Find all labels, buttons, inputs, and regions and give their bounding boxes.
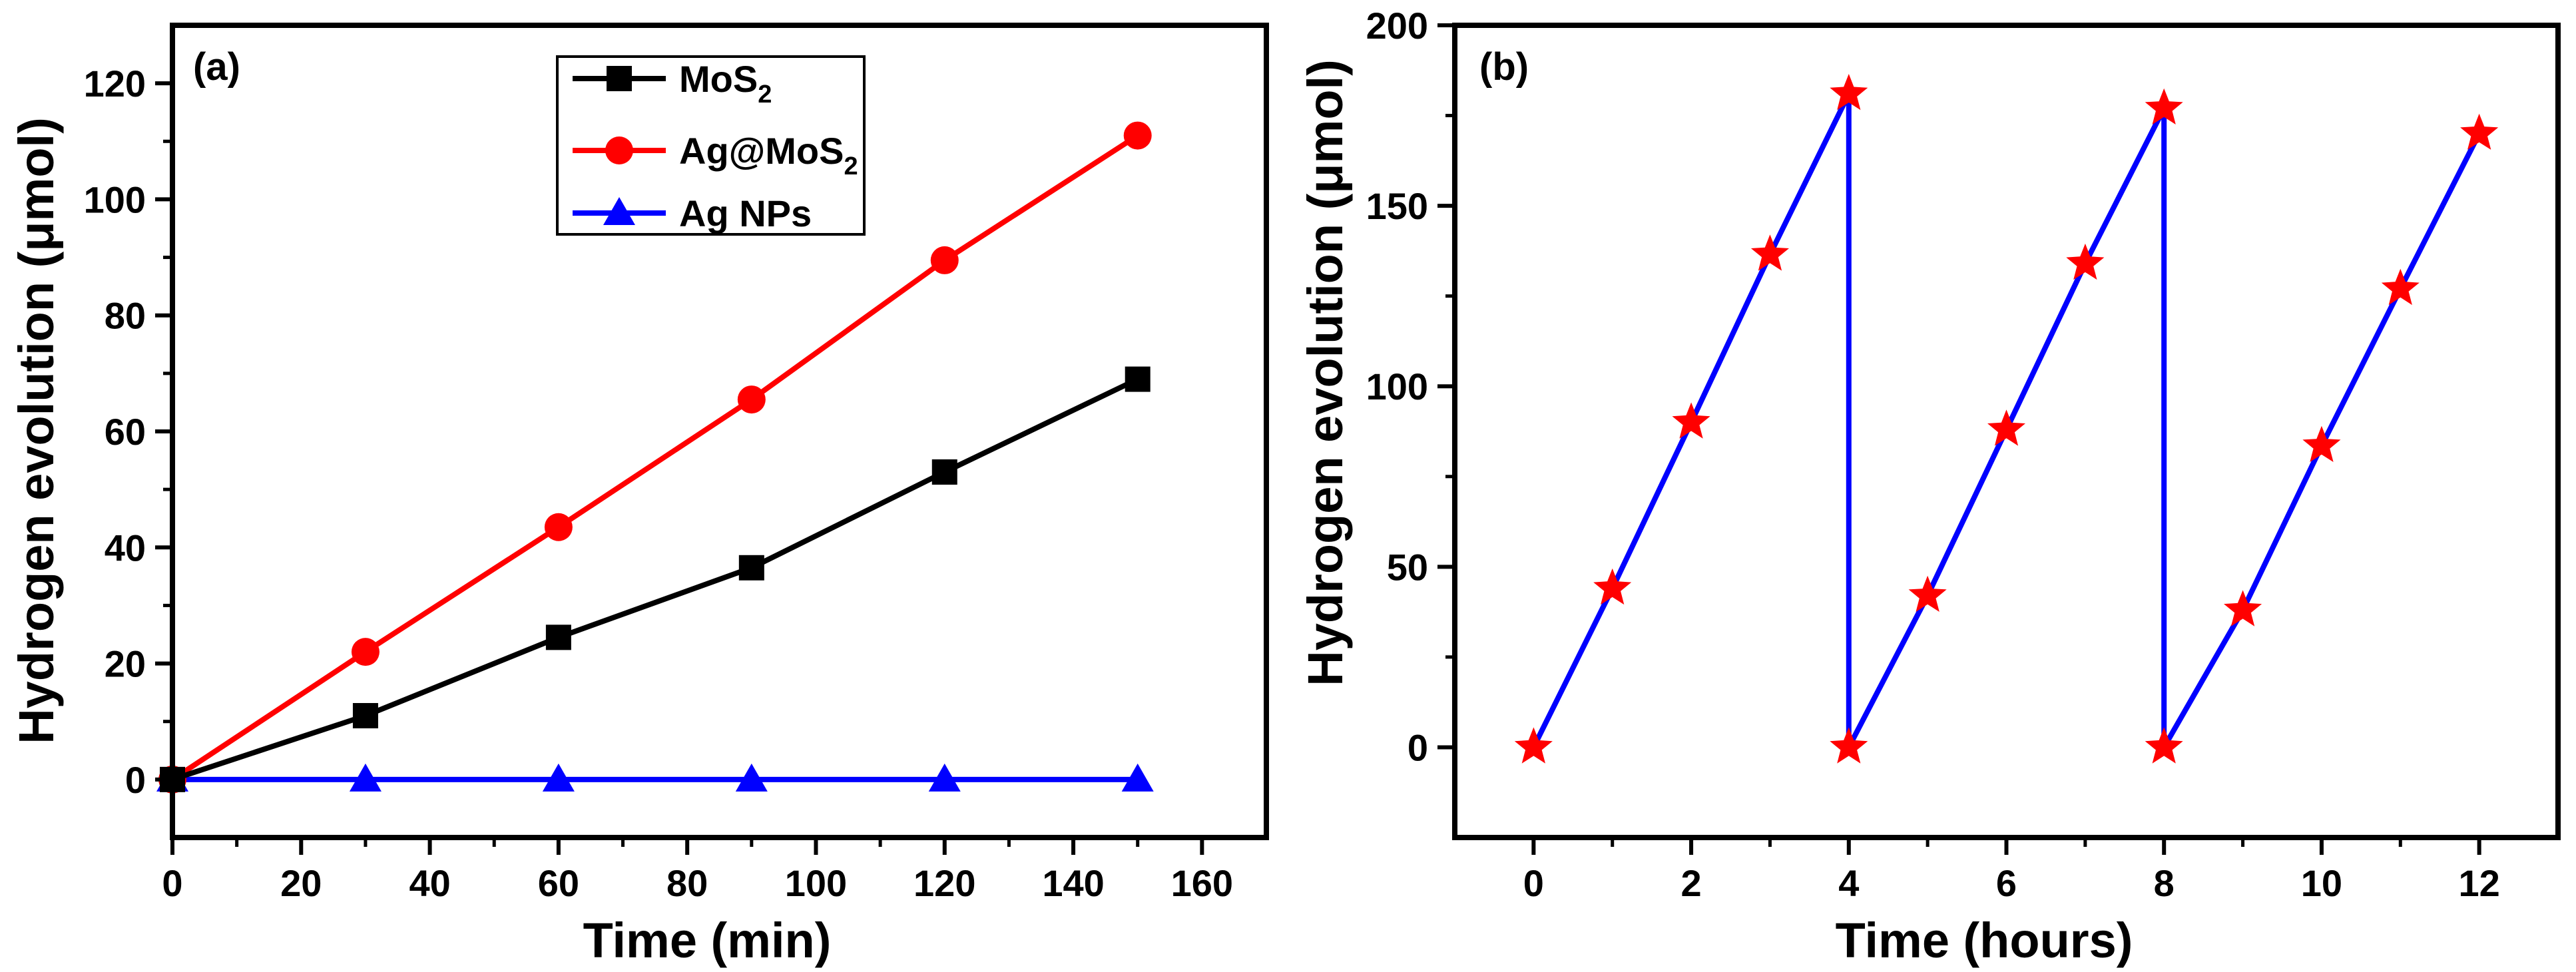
a-y-tick-label: 0 <box>125 759 146 801</box>
a-x-axis-title: Time (min) <box>583 913 832 968</box>
a-marker-circle <box>930 246 959 274</box>
a-marker-square <box>545 624 571 650</box>
a-x-tick-label: 0 <box>162 862 182 904</box>
b-marker-star <box>1908 575 1947 612</box>
a-marker-triangle <box>349 763 382 792</box>
a-legend-label-main: MoS <box>679 58 758 100</box>
a-y-tick-label: 40 <box>105 527 146 569</box>
b-marker-star <box>2381 268 2420 306</box>
b-y-tick-label: 200 <box>1366 5 1428 47</box>
b-marker-star <box>1593 568 1632 605</box>
b-marker-star <box>1830 74 1868 111</box>
b-marker-star <box>2460 113 2499 150</box>
a-y-tick-label: 120 <box>84 63 146 105</box>
a-marker-square <box>352 703 378 728</box>
a-marker-square <box>738 555 764 581</box>
b-x-tick-label: 0 <box>1523 862 1544 904</box>
b-y-axis-title: Hydrogen evolution (μmol) <box>1298 59 1353 686</box>
a-x-tick-label: 160 <box>1171 862 1233 904</box>
a-x-tick-label: 100 <box>785 862 847 904</box>
b-marker-star <box>1987 409 2025 446</box>
a-legend-label-sub: 2 <box>844 152 858 180</box>
b-marker-star <box>2145 88 2183 124</box>
b-marker-star <box>2066 243 2105 280</box>
panel-a: 0 20 40 60 80 100 120 140 160 0 20 40 60 80 100 120 (a)… <box>9 23 1269 968</box>
a-series-line-square <box>171 376 1139 782</box>
a-x-tick-label: 140 <box>1042 862 1104 904</box>
b-axes: 0 2 4 6 8 10 12 0 50 100 150 200 <box>1366 5 2500 904</box>
a-marker-square <box>1125 366 1151 392</box>
a-legend-label: MoS2 <box>679 58 772 109</box>
b-marker-star <box>1830 727 1868 764</box>
b-x-tick-label: 8 <box>2154 862 2175 904</box>
a-legend-marker-circle <box>605 136 633 164</box>
b-panel-label: (b) <box>1479 45 1529 89</box>
b-x-tick-label: 6 <box>1996 862 2017 904</box>
a-marker-triangle <box>542 763 575 792</box>
a-x-tick-label: 20 <box>280 862 322 904</box>
a-marker-circle <box>351 638 380 666</box>
b-marker-star <box>1750 234 1789 271</box>
b-marker-star <box>1672 402 1710 439</box>
b-y-tick-label: 50 <box>1387 546 1428 588</box>
a-panel-label: (a) <box>193 45 240 89</box>
a-marker-circle <box>737 385 766 414</box>
a-legend-label: Ag NPs <box>679 192 812 234</box>
b-x-tick-label: 2 <box>1680 862 1701 904</box>
a-x-tick-label: 80 <box>666 862 708 904</box>
a-y-axis-title: Hydrogen evolution (μmol) <box>9 117 64 744</box>
b-y-tick-label: 150 <box>1366 185 1428 227</box>
b-x-axis-title: Time (hours) <box>1836 913 2133 968</box>
b-x-tick-label: 10 <box>2301 862 2342 904</box>
a-marker-circle <box>544 513 573 541</box>
a-legend-label-main: Ag@MoS <box>679 130 844 172</box>
a-legend-marker-square <box>607 66 632 91</box>
b-marker-star <box>1514 727 1553 764</box>
a-marker-square <box>931 459 957 485</box>
b-y-tick-label: 100 <box>1366 365 1428 407</box>
a-legend-marker-triangle <box>603 197 635 225</box>
a-series-line-circle <box>170 133 1139 782</box>
a-marker-circle <box>1123 121 1152 150</box>
a-legend-label-sub: 2 <box>758 81 772 109</box>
a-y-tick-label: 80 <box>105 295 146 337</box>
a-x-tick-label: 40 <box>409 862 450 904</box>
b-x-tick-label: 12 <box>2458 862 2499 904</box>
panel-b: 0 2 4 6 8 10 12 0 50 100 150 200 (b) Time (hours) H… <box>1298 5 2561 968</box>
b-plot-content <box>1514 74 2499 764</box>
a-marker-triangle <box>735 763 768 792</box>
a-y-tick-label: 20 <box>105 643 146 685</box>
a-marker-triangle <box>1121 763 1154 792</box>
a-y-tick-label: 60 <box>105 411 146 453</box>
a-marker-triangle <box>928 763 961 792</box>
a-legend-label-main: Ag NPs <box>679 192 812 234</box>
a-x-tick-label: 60 <box>538 862 579 904</box>
b-x-tick-label: 4 <box>1838 862 1859 904</box>
a-legend-label: Ag@MoS2 <box>679 130 858 180</box>
b-marker-star <box>2145 727 2183 764</box>
b-marker-star <box>2224 590 2262 626</box>
a-plot-content <box>156 121 1154 794</box>
a-x-tick-label: 120 <box>913 862 975 904</box>
b-y-tick-label: 0 <box>1408 726 1428 768</box>
b-marker-star <box>2302 425 2341 462</box>
a-y-tick-label: 100 <box>84 178 146 220</box>
a-axes: 0 20 40 60 80 100 120 140 160 0 20 40 60 80 100 120 <box>84 63 1234 904</box>
